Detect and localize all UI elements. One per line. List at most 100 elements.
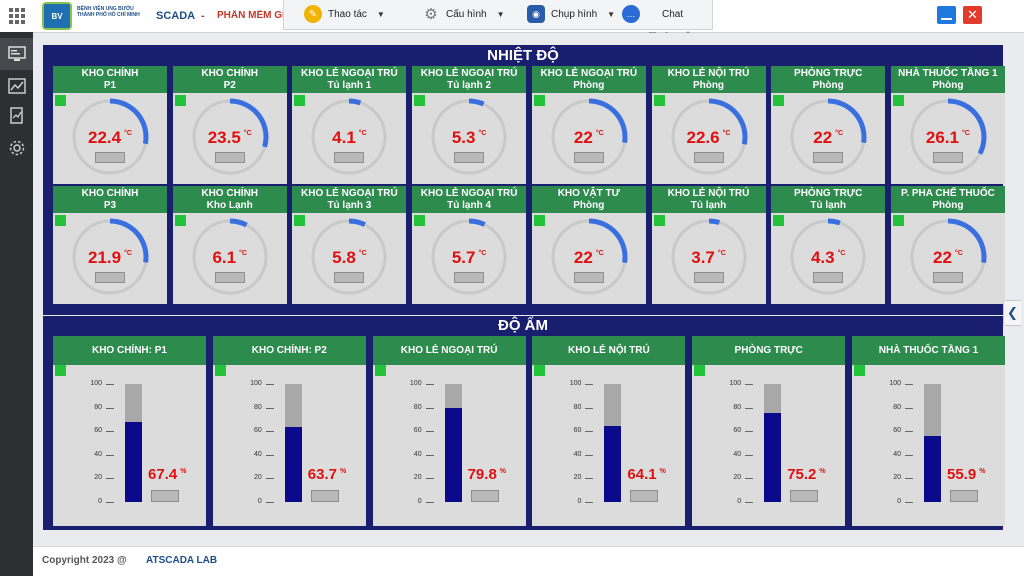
temperature-value: 22: [573, 248, 593, 267]
chup-hinh-menu[interactable]: ◉ Chụp hình ▼: [527, 4, 615, 24]
location-sub: Phòng: [573, 80, 605, 91]
temperature-card: KHO VẬT TƯ Phòng 22 °C: [531, 186, 646, 304]
temperature-value-wrap: 22 °C: [891, 248, 1005, 268]
temperature-gauge: [671, 218, 746, 295]
cau-hinh-menu[interactable]: ⚙ Cấu hình ▼: [422, 4, 504, 24]
temperature-card: PHÒNG TRỰC Tủ lạnh 4.3 °C: [771, 186, 886, 304]
tick-mark: [585, 407, 594, 409]
gear-icon: ⚙: [424, 6, 438, 23]
temperature-unit: °C: [358, 130, 367, 137]
alarm-indicator-box: [630, 490, 659, 502]
temperature-unit: °C: [717, 250, 726, 257]
temperature-card: PHÒNG TRỰC Phòng 22 °C: [771, 66, 886, 184]
temperature-unit: °C: [595, 130, 604, 137]
temperature-gauge: [311, 98, 387, 175]
tick-label: 20: [573, 474, 582, 482]
status-indicator: [294, 215, 306, 226]
temperature-value-wrap: 22 °C: [532, 128, 646, 148]
tick-label: 80: [413, 403, 422, 411]
humidity-card-header: KHO CHÍNH: P2: [212, 336, 366, 365]
location-name: NHÀ THUỐC TẦNG 1: [898, 68, 998, 79]
status-indicator: [374, 365, 386, 376]
humidity-card: NHÀ THUỐC TẦNG 1 100 80 60 40 20 0 55.9%: [852, 336, 1005, 526]
gauge-arc: [708, 98, 747, 145]
humidity-card-header: KHO LẺ NỘI TRÚ: [532, 336, 686, 365]
temperature-unit: °C: [243, 130, 252, 137]
tick-mark: [585, 454, 594, 456]
location-name: KHO LẺ NGOẠI TRÚ: [301, 188, 398, 199]
chevron-down-icon: ▼: [376, 9, 385, 19]
app-menu-grid-icon[interactable]: [0, 0, 33, 32]
collapse-panel-chevron-icon[interactable]: ❮: [1003, 300, 1021, 326]
tick-label: 100: [250, 380, 262, 387]
status-indicator: [55, 95, 66, 106]
temperature-card: KHO LẺ NGOẠI TRÚ Tủ lạnh 2 5.3 °C: [412, 66, 527, 184]
alarm-indicator-box: [214, 152, 245, 163]
temperature-card: KHO LẺ NGOẠI TRÚ Tủ lạnh 3 5.8 °C: [292, 186, 407, 304]
status-indicator: [533, 215, 545, 226]
temperature-card-header: P. PHA CHẾ THUỐC Phòng: [890, 186, 1005, 213]
close-button[interactable]: ✕: [963, 6, 982, 24]
tick-label: 100: [409, 380, 422, 387]
chat-button[interactable]: … Chat: [622, 4, 683, 24]
tick-mark: [905, 454, 913, 456]
gauge-arc: [588, 218, 628, 264]
status-indicator: [773, 215, 785, 226]
humidity-value: 55.9: [947, 466, 977, 483]
location-sub: Tủ lạnh 4: [447, 200, 492, 211]
gauge-arc: [229, 218, 248, 228]
humidity-unit: %: [979, 468, 986, 475]
temperature-value: 22: [573, 128, 593, 147]
location-sub: Tủ lạnh: [690, 200, 727, 211]
location-sub: Phòng: [573, 200, 605, 211]
location-name: KHO LẺ NỘI TRÚ: [667, 188, 750, 199]
location-name: PHÒNG TRỰC: [794, 68, 863, 79]
trend-chart-icon[interactable]: [0, 70, 33, 102]
alarm-indicator-box: [693, 152, 724, 163]
location-name: KHO CHÍNH: [201, 68, 259, 79]
temperature-gauge: [910, 218, 987, 295]
settings-gear-icon[interactable]: [0, 132, 33, 164]
thao-tac-menu[interactable]: ✎ Thao tác ▼: [304, 4, 385, 24]
tick-mark: [425, 454, 434, 456]
temperature-unit: °C: [722, 130, 731, 137]
temperature-gauge: [431, 98, 507, 175]
humidity-value: 64.1: [627, 466, 657, 483]
report-icon[interactable]: [0, 100, 33, 132]
humidity-bar-fill: [764, 413, 782, 502]
temperature-value: 22.6: [686, 128, 720, 147]
tick-mark: [585, 431, 594, 433]
location-name: PHÒNG TRỰC: [794, 188, 863, 199]
humidity-card: KHO LẺ NGOẠI TRÚ 100 80 60 40 20 0 79.8%: [372, 336, 526, 526]
temperature-value: 4.3: [810, 248, 835, 267]
alarm-indicator-box: [151, 490, 179, 502]
alarm-indicator-box: [693, 272, 724, 283]
alarm-indicator-box: [470, 490, 499, 502]
tick-label: 60: [893, 427, 901, 435]
copyright-text: Copyright 2023 @: [42, 555, 127, 566]
humidity-card-header: NHÀ THUỐC TẦNG 1: [852, 336, 1005, 365]
temperature-unit: °C: [478, 250, 487, 257]
location-sub: P3: [103, 200, 117, 211]
chat-bubble-icon: …: [622, 5, 640, 23]
temperature-card-header: KHO LẺ NGOẠI TRÚ Tủ lạnh 2: [412, 66, 527, 93]
chup-hinh-label: Chụp hình: [551, 8, 598, 20]
location-sub: P1: [103, 80, 117, 91]
temperature-card-header: KHO VẬT TƯ Phòng: [531, 186, 646, 213]
status-indicator: [214, 365, 226, 376]
temperature-gauge: [431, 218, 507, 295]
tick-label: 0: [737, 498, 742, 505]
tick-mark: [425, 384, 434, 385]
pen-icon: ✎: [304, 5, 322, 23]
minimize-button[interactable]: [937, 6, 956, 24]
humidity-bar-fill: [125, 422, 142, 502]
alarm-indicator-box: [334, 272, 365, 283]
tick-mark: [265, 454, 274, 456]
temperature-gauge: [311, 218, 387, 295]
temperature-unit: °C: [124, 250, 132, 257]
tick-label: 60: [413, 427, 422, 435]
location-sub: Phòng: [812, 80, 844, 91]
monitor-icon[interactable]: [0, 38, 33, 70]
temperature-unit: °C: [962, 130, 970, 137]
temperature-value: 6.1: [212, 248, 237, 267]
